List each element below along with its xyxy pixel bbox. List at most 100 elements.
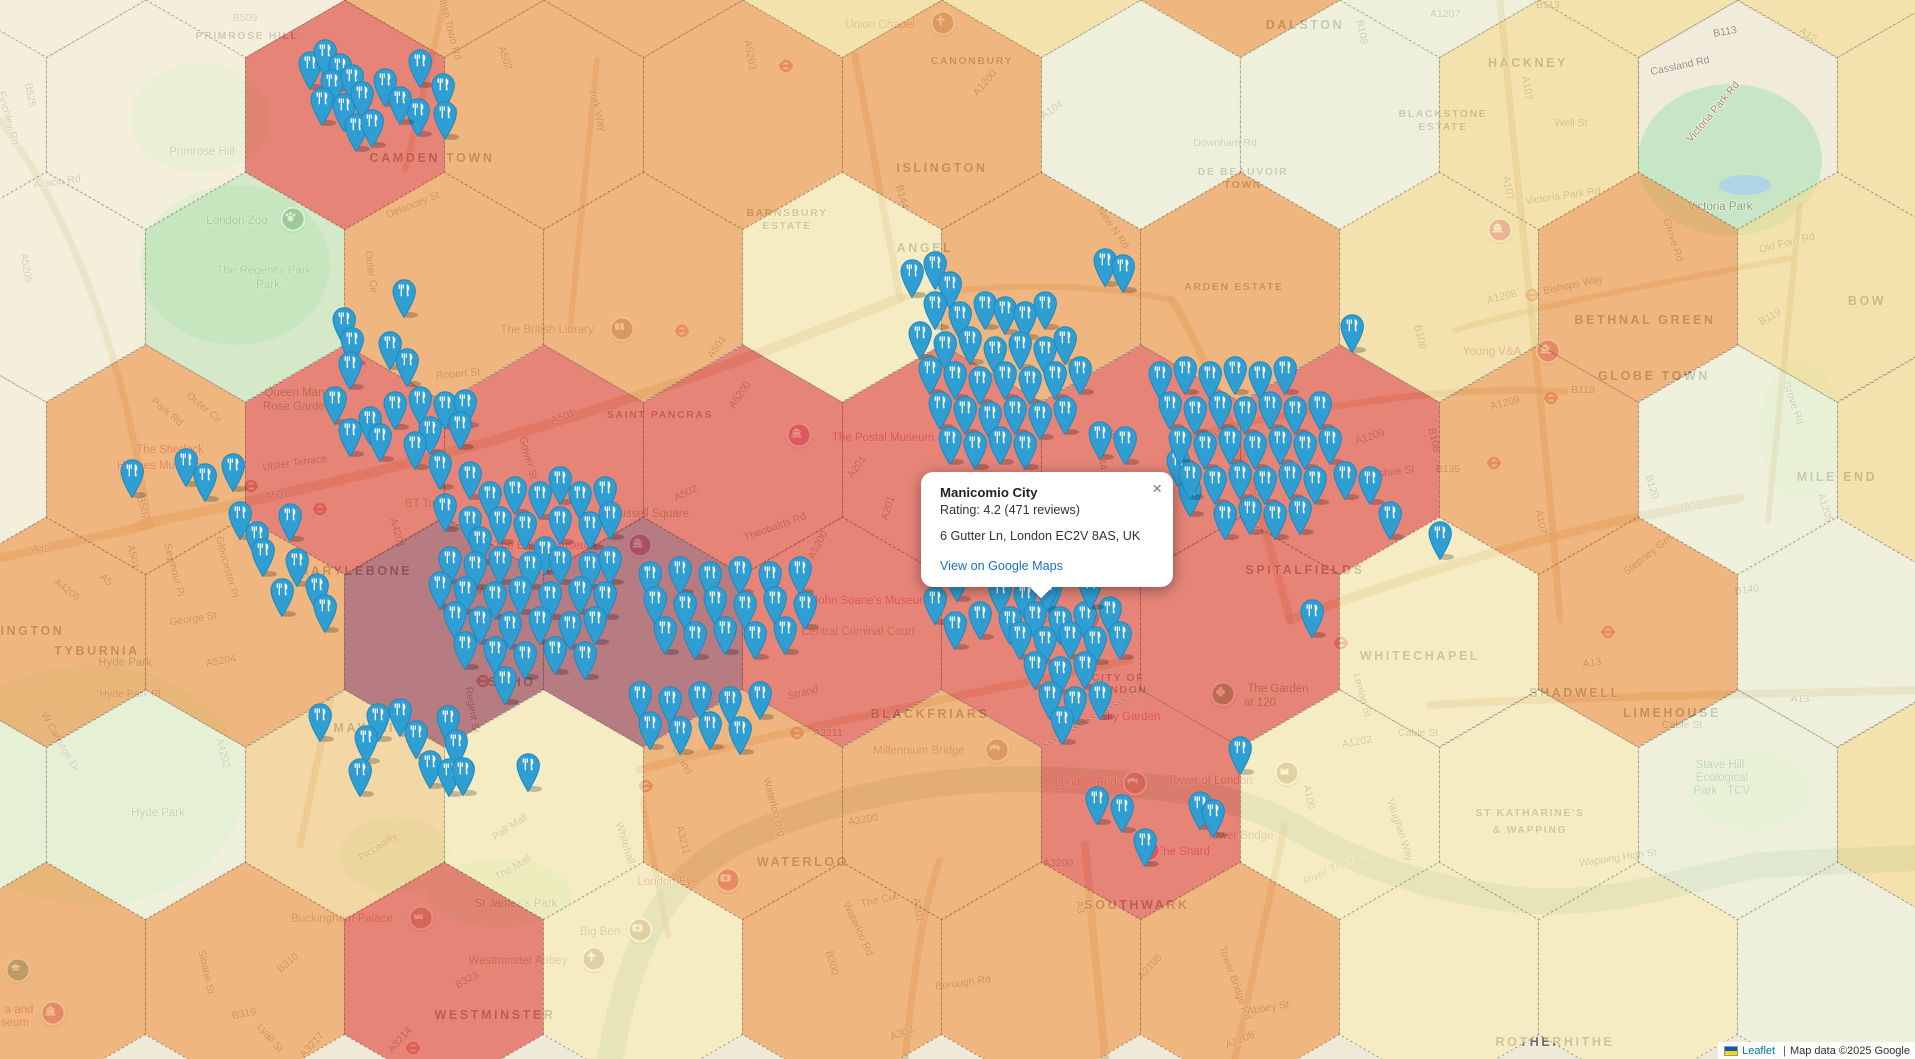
restaurant-marker[interactable]: [346, 756, 376, 798]
restaurant-marker[interactable]: [1031, 289, 1061, 331]
restaurant-marker[interactable]: [771, 614, 801, 656]
restaurant-marker[interactable]: [336, 416, 366, 458]
restaurant-marker[interactable]: [366, 421, 396, 463]
restaurant-marker[interactable]: [1016, 364, 1046, 406]
restaurant-marker[interactable]: [426, 449, 456, 491]
restaurant-marker[interactable]: [596, 499, 626, 541]
restaurant-marker[interactable]: [1026, 399, 1056, 441]
restaurant-marker[interactable]: [636, 709, 666, 751]
restaurant-marker[interactable]: [1011, 429, 1041, 471]
restaurant-marker[interactable]: [681, 619, 711, 661]
restaurant-marker[interactable]: [1106, 619, 1136, 661]
restaurant-marker[interactable]: [1226, 734, 1256, 776]
restaurant-marker[interactable]: [311, 592, 341, 634]
restaurant-marker[interactable]: [393, 346, 423, 388]
restaurant-marker[interactable]: [381, 389, 411, 431]
restaurant-marker[interactable]: [506, 574, 536, 616]
restaurant-marker[interactable]: [991, 294, 1021, 336]
restaurant-marker[interactable]: [1356, 464, 1386, 506]
restaurant-marker[interactable]: [1331, 459, 1361, 501]
restaurant-marker[interactable]: [696, 709, 726, 751]
restaurant-marker[interactable]: [1083, 784, 1113, 826]
restaurant-marker[interactable]: [1281, 394, 1311, 436]
restaurant-marker[interactable]: [1266, 424, 1296, 466]
restaurant-marker[interactable]: [1226, 459, 1256, 501]
restaurant-marker[interactable]: [581, 604, 611, 646]
restaurant-marker[interactable]: [746, 679, 776, 721]
restaurant-marker[interactable]: [941, 609, 971, 651]
restaurant-marker[interactable]: [386, 84, 416, 126]
restaurant-marker[interactable]: [1286, 494, 1316, 536]
restaurant-marker[interactable]: [966, 599, 996, 641]
restaurant-marker[interactable]: [249, 536, 279, 578]
restaurant-marker[interactable]: [406, 47, 436, 89]
restaurant-marker[interactable]: [1086, 419, 1116, 461]
restaurant-marker[interactable]: [741, 619, 771, 661]
restaurant-marker[interactable]: [1216, 424, 1246, 466]
restaurant-marker[interactable]: [961, 429, 991, 471]
leaflet-link[interactable]: Leaflet: [1742, 1044, 1776, 1057]
restaurant-marker[interactable]: [446, 409, 476, 451]
restaurant-marker[interactable]: [404, 96, 434, 138]
restaurant-marker[interactable]: [666, 714, 696, 756]
view-on-google-maps-link[interactable]: View on Google Maps: [940, 559, 1063, 573]
restaurant-marker[interactable]: [1271, 354, 1301, 396]
popup-close-icon[interactable]: ×: [1152, 479, 1162, 498]
restaurant-marker[interactable]: [416, 748, 446, 790]
restaurant-marker[interactable]: [1041, 359, 1071, 401]
restaurant-marker[interactable]: [501, 474, 531, 516]
restaurant-marker[interactable]: [268, 576, 298, 618]
restaurant-marker[interactable]: [1236, 494, 1266, 536]
restaurant-marker[interactable]: [1298, 597, 1328, 639]
restaurant-marker[interactable]: [1109, 252, 1139, 294]
restaurant-marker[interactable]: [451, 629, 481, 671]
restaurant-marker[interactable]: [711, 614, 741, 656]
restaurant-marker[interactable]: [491, 664, 521, 706]
restaurant-marker[interactable]: [191, 461, 221, 503]
restaurant-marker[interactable]: [306, 701, 336, 743]
restaurant-marker[interactable]: [1376, 499, 1406, 541]
restaurant-marker[interactable]: [1426, 519, 1456, 561]
restaurant-marker[interactable]: [1131, 826, 1161, 868]
restaurant-marker[interactable]: [336, 349, 366, 391]
restaurant-marker[interactable]: [449, 755, 479, 797]
restaurant-marker[interactable]: [514, 751, 544, 793]
restaurant-marker[interactable]: [1199, 797, 1229, 839]
restaurant-marker[interactable]: [1231, 394, 1261, 436]
restaurant-marker[interactable]: [956, 324, 986, 366]
restaurant-marker[interactable]: [921, 289, 951, 331]
restaurant-marker[interactable]: [596, 544, 626, 586]
restaurant-marker[interactable]: [401, 429, 431, 471]
restaurant-marker[interactable]: [486, 504, 516, 546]
restaurant-marker[interactable]: [511, 639, 541, 681]
restaurant-marker[interactable]: [486, 544, 516, 586]
restaurant-marker[interactable]: [986, 424, 1016, 466]
restaurant-marker[interactable]: [906, 319, 936, 361]
restaurant-marker[interactable]: [1301, 464, 1331, 506]
restaurant-marker[interactable]: [1261, 499, 1291, 541]
restaurant-marker[interactable]: [431, 491, 461, 533]
restaurant-marker[interactable]: [1338, 312, 1368, 354]
restaurant-marker[interactable]: [898, 257, 928, 299]
restaurant-marker[interactable]: [1051, 394, 1081, 436]
restaurant-marker[interactable]: [546, 504, 576, 546]
restaurant-marker[interactable]: [1171, 354, 1201, 396]
restaurant-marker[interactable]: [431, 99, 461, 141]
restaurant-marker[interactable]: [546, 464, 576, 506]
restaurant-marker[interactable]: [651, 614, 681, 656]
restaurant-marker[interactable]: [276, 501, 306, 543]
restaurant-marker[interactable]: [576, 509, 606, 551]
restaurant-marker[interactable]: [1091, 246, 1121, 288]
restaurant-marker[interactable]: [308, 85, 338, 127]
restaurant-marker[interactable]: [352, 723, 382, 765]
restaurant-marker[interactable]: [1241, 429, 1271, 471]
restaurant-marker[interactable]: [1108, 792, 1138, 834]
restaurant-marker[interactable]: [118, 457, 148, 499]
restaurant-marker[interactable]: [1086, 679, 1116, 721]
restaurant-marker[interactable]: [1048, 704, 1078, 746]
restaurant-marker[interactable]: [456, 459, 486, 501]
restaurant-marker[interactable]: [296, 49, 326, 91]
restaurant-marker[interactable]: [971, 289, 1001, 331]
restaurant-marker[interactable]: [791, 589, 821, 631]
